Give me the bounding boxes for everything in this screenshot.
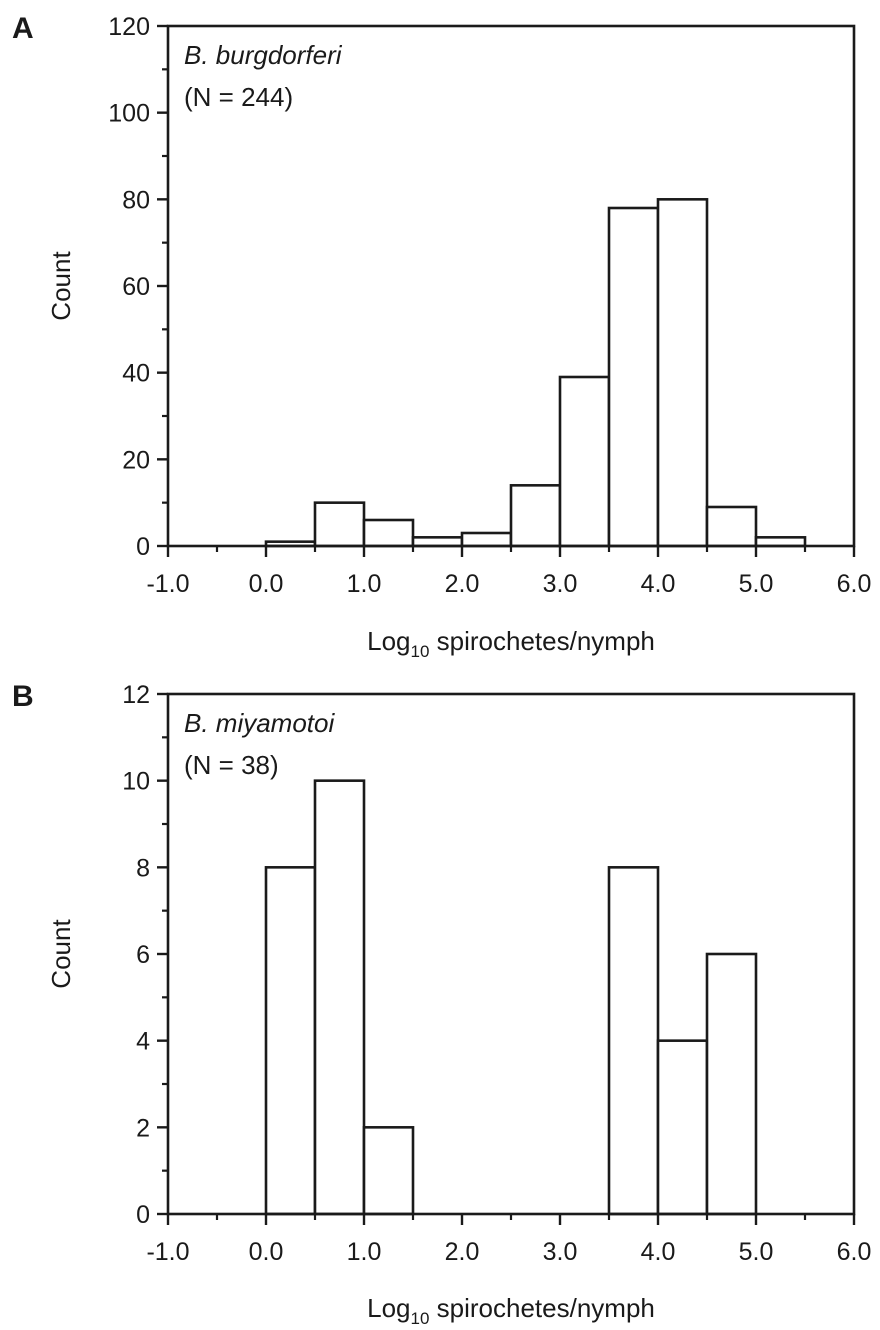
x-tick-label: 1.0 xyxy=(347,1238,382,1266)
histogram-bar xyxy=(705,505,758,548)
histogram-bar xyxy=(656,198,709,548)
histogram-bar xyxy=(607,206,660,548)
y-tick-label: 8 xyxy=(136,854,150,882)
y-tick-label: 12 xyxy=(122,681,150,709)
histogram-bar xyxy=(313,779,366,1216)
x-tick-label: 6.0 xyxy=(837,570,872,598)
x-tick-label: 2.0 xyxy=(445,570,480,598)
histogram-bar xyxy=(362,518,415,548)
x-tick-label: 2.0 xyxy=(445,1238,480,1266)
x-tick-label: 1.0 xyxy=(347,570,382,598)
panel-letter: B xyxy=(12,680,34,713)
x-axis-title: Log10 spirochetes/nymph xyxy=(367,626,655,661)
y-tick-label: 20 xyxy=(122,446,150,474)
y-tick-label: 100 xyxy=(108,100,150,128)
x-tick-label: -1.0 xyxy=(146,570,189,598)
histogram-bar xyxy=(607,866,660,1216)
histogram-bar xyxy=(264,866,317,1216)
x-tick-label: 0.0 xyxy=(249,570,284,598)
panel-b: B 0 2 4 6 8 10 12 -1.0 0.0 1.0 2.0 3.0 4.0 5.0 6.0 B. mi… xyxy=(12,680,871,1328)
x-tick-label: 5.0 xyxy=(739,570,774,598)
x-tick-label: -1.0 xyxy=(146,1238,189,1266)
y-tick-label: 2 xyxy=(136,1114,150,1142)
x-axis-title: Log10 spirochetes/nymph xyxy=(367,1293,655,1328)
histogram-bar xyxy=(509,484,562,548)
y-tick-label: 0 xyxy=(136,1201,150,1229)
histogram-bar xyxy=(313,501,366,548)
organism-label: B. burgdorferi xyxy=(184,40,343,70)
panel-a: A 0 20 40 60 80 100 120 -1.0 0.0 1.0 2.0 3.0 4.0 5.0 6.… xyxy=(12,12,871,661)
y-tick-label: 4 xyxy=(136,1028,150,1056)
y-tick-label: 40 xyxy=(122,360,150,388)
x-tick-label: 6.0 xyxy=(837,1238,872,1266)
x-tick-label: 4.0 xyxy=(641,570,676,598)
y-tick-label: 120 xyxy=(108,13,150,41)
sample-size-label: (N = 244) xyxy=(184,82,293,112)
panel-letter: A xyxy=(12,12,34,45)
y-tick-label: 0 xyxy=(136,533,150,561)
y-axis-title: Count xyxy=(46,919,76,989)
sample-size-label: (N = 38) xyxy=(184,750,279,780)
x-tick-label: 0.0 xyxy=(249,1238,284,1266)
x-tick-label: 3.0 xyxy=(543,1238,578,1266)
y-tick-label: 10 xyxy=(122,768,150,796)
histogram-bar xyxy=(362,1126,415,1216)
y-tick-label: 60 xyxy=(122,273,150,301)
x-tick-label: 4.0 xyxy=(641,1238,676,1266)
y-axis-title: Count xyxy=(46,251,76,321)
x-tick-label: 5.0 xyxy=(739,1238,774,1266)
histogram-bar xyxy=(705,952,758,1216)
y-tick-label: 6 xyxy=(136,941,150,969)
histogram-bar xyxy=(558,375,611,548)
histogram-bar xyxy=(656,1039,709,1216)
histogram-bar xyxy=(460,531,513,548)
organism-label: B. miyamotoi xyxy=(184,708,335,738)
y-tick-label: 80 xyxy=(122,186,150,214)
x-tick-label: 3.0 xyxy=(543,570,578,598)
